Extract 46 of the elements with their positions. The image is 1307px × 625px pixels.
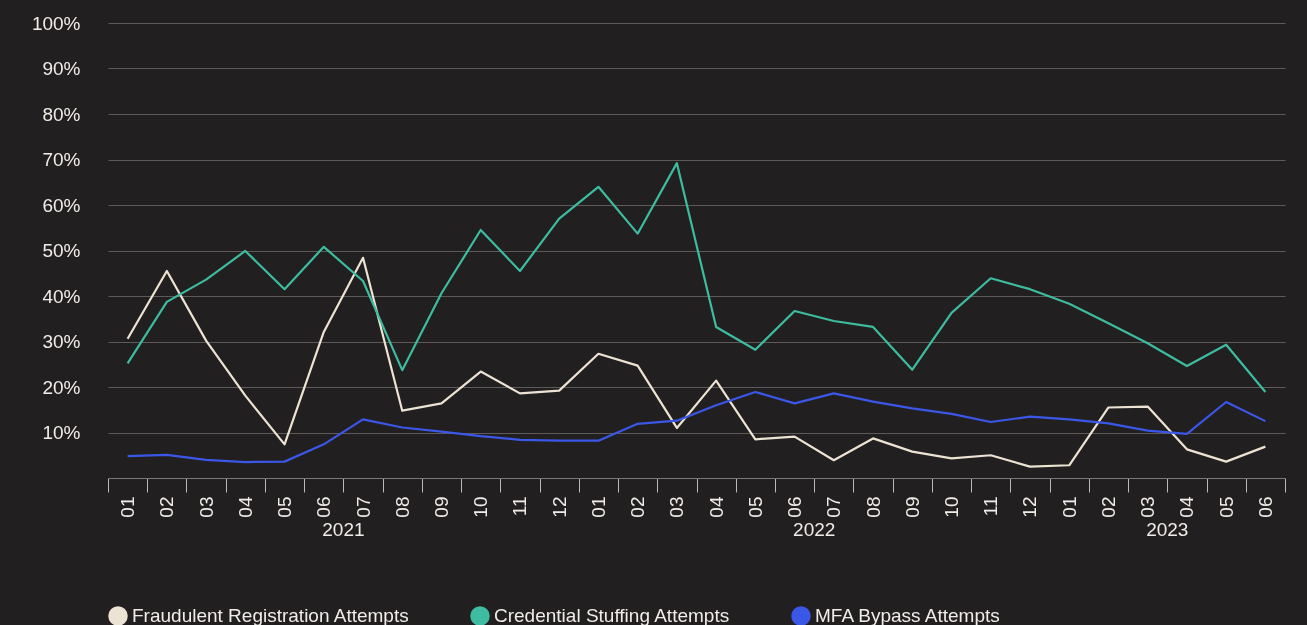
x-tick-label: 03 xyxy=(1137,496,1159,518)
y-tick-label: 90% xyxy=(42,58,81,79)
y-tick-label: 20% xyxy=(42,376,81,398)
x-tick-label: 06 xyxy=(784,496,806,518)
x-tick-label: 12 xyxy=(548,496,570,518)
x-tick-label: 02 xyxy=(1097,496,1119,518)
x-tick-label: 09 xyxy=(901,496,923,518)
x-tick-label: 03 xyxy=(666,496,688,518)
x-tick-label: 10 xyxy=(941,496,963,518)
x-tick-label: 08 xyxy=(391,496,413,518)
x-tick-label: 01 xyxy=(1058,496,1080,518)
x-tick-label: 09 xyxy=(430,496,452,518)
y-tick-label: 50% xyxy=(42,240,81,261)
y-tick-label: 60% xyxy=(42,194,81,216)
x-tick-label: 11 xyxy=(509,496,531,517)
y-tick-label: 30% xyxy=(42,331,81,352)
x-tick-label: 06 xyxy=(313,496,335,518)
x-tick-label: 04 xyxy=(234,496,256,518)
y-tick-label: 100% xyxy=(31,12,81,34)
x-tick-label: 11 xyxy=(980,496,1002,517)
x-tick-label: 05 xyxy=(274,496,296,518)
x-tick-label: 05 xyxy=(1215,496,1237,518)
y-tick-label: 10% xyxy=(42,422,81,443)
x-tick-label: 05 xyxy=(744,496,766,518)
x-tick-label: 03 xyxy=(195,496,217,518)
x-tick-label: 01 xyxy=(117,496,139,518)
text: 2022 xyxy=(793,519,836,540)
x-tick-label: 01 xyxy=(587,496,609,518)
y-tick-label: 70% xyxy=(42,149,81,170)
line-series xyxy=(126,256,1267,468)
x-tick-label: 08 xyxy=(862,496,884,518)
x-tick-label: 06 xyxy=(1254,496,1276,518)
x-tick-label: 07 xyxy=(352,496,374,518)
y-tick-label: 80% xyxy=(42,103,81,125)
y-tick-label: 40% xyxy=(42,285,81,307)
x-tick-label: 04 xyxy=(1176,496,1198,518)
x-tick-label: 07 xyxy=(823,496,845,518)
x-tick-label: 02 xyxy=(627,496,649,518)
x-tick-label: 04 xyxy=(705,496,727,518)
line-series xyxy=(126,162,1267,394)
line-series xyxy=(126,390,1267,464)
x-tick-label: 12 xyxy=(1019,496,1041,518)
text: 2021 xyxy=(322,519,365,540)
x-tick-label: 02 xyxy=(156,496,178,518)
x-tick-label: 10 xyxy=(470,496,492,518)
text: 2023 xyxy=(1146,519,1189,540)
